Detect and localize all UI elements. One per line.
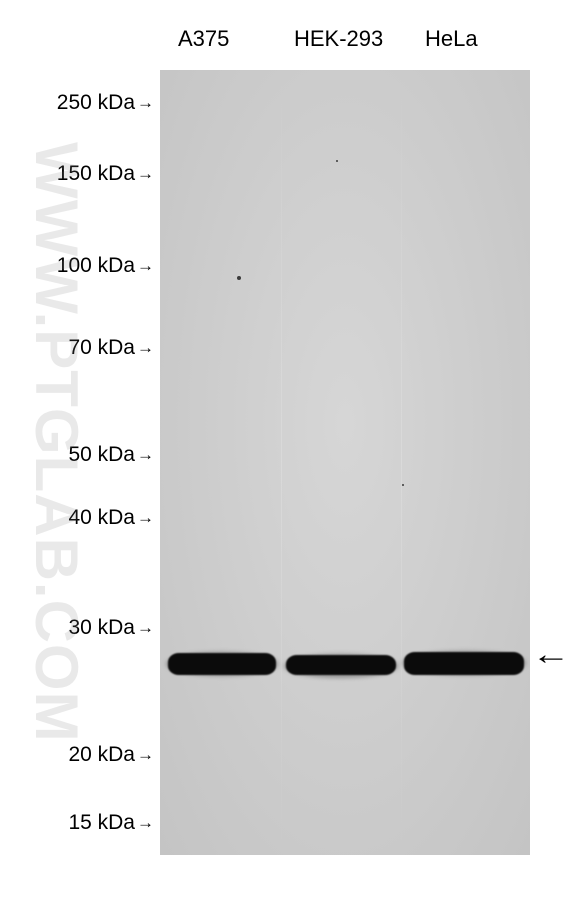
marker-text: 100 kDa [57,254,135,278]
band-lane-2 [286,655,396,675]
marker-text: 70 kDa [68,336,135,360]
blot-membrane [160,70,530,855]
arrow-right-icon: → [137,338,154,358]
speck-1 [237,276,241,280]
arrow-right-icon: → [137,745,154,765]
lane-label-1: A375 [178,26,229,52]
arrow-right-icon: → [137,256,154,276]
lane-divider-1 [281,70,282,855]
arrow-right-icon: → [137,813,154,833]
arrow-right-icon: → [137,93,154,113]
lane-divider-2 [401,70,402,855]
arrow-right-icon: → [137,508,154,528]
band-lane-3 [404,652,524,675]
marker-text: 15 kDa [68,811,135,835]
arrow-right-icon: → [137,445,154,465]
marker-20: 20 kDa→ [68,743,154,767]
marker-labels-col: 250 kDa→ 150 kDa→ 100 kDa→ 70 kDa→ 50 kD… [0,0,160,903]
target-band-arrow-icon: ← [532,638,570,672]
marker-text: 150 kDa [57,162,135,186]
marker-text: 20 kDa [68,743,135,767]
speck-2 [336,160,338,162]
marker-150: 150 kDa→ [57,162,154,186]
marker-50: 50 kDa→ [68,443,154,467]
marker-70: 70 kDa→ [68,336,154,360]
arrow-right-icon: → [137,164,154,184]
marker-250: 250 kDa→ [57,91,154,115]
marker-text: 40 kDa [68,506,135,530]
arrow-right-icon: → [137,618,154,638]
marker-text: 250 kDa [57,91,135,115]
blot-bg [160,70,530,855]
marker-100: 100 kDa→ [57,254,154,278]
speck-3 [402,484,404,486]
western-blot-figure: A375 HEK-293 HeLa 250 kDa→ 150 kDa→ 100 … [0,0,570,903]
marker-text: 30 kDa [68,616,135,640]
lane-label-3: HeLa [425,26,478,52]
marker-40: 40 kDa→ [68,506,154,530]
marker-30: 30 kDa→ [68,616,154,640]
lane-label-2: HEK-293 [294,26,383,52]
band-lane-1 [168,653,276,675]
marker-text: 50 kDa [68,443,135,467]
marker-15: 15 kDa→ [68,811,154,835]
